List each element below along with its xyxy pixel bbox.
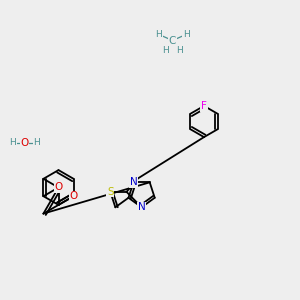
Text: N: N bbox=[138, 202, 146, 212]
Text: H: H bbox=[9, 138, 16, 147]
Text: H: H bbox=[33, 138, 40, 147]
Text: N: N bbox=[130, 177, 137, 187]
Text: O: O bbox=[20, 137, 29, 148]
Text: H: H bbox=[183, 30, 189, 39]
Text: O: O bbox=[69, 191, 78, 201]
Text: C: C bbox=[169, 35, 176, 46]
Text: F: F bbox=[201, 101, 207, 111]
Text: H: H bbox=[176, 46, 182, 55]
Text: H: H bbox=[163, 46, 169, 55]
Text: S: S bbox=[107, 187, 114, 197]
Text: H: H bbox=[156, 30, 162, 39]
Text: O: O bbox=[54, 182, 63, 193]
